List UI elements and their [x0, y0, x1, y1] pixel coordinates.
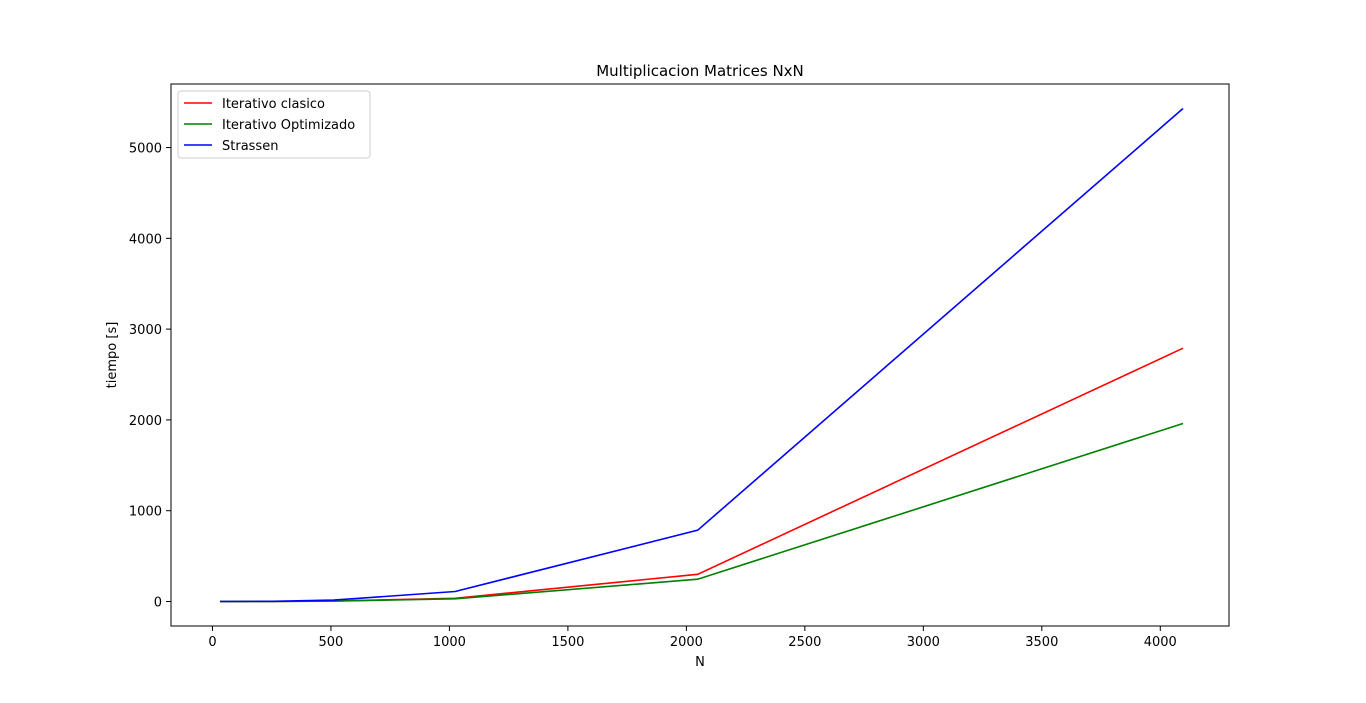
y-tick-label: 5000 [129, 142, 162, 157]
y-tick-label: 4000 [129, 232, 162, 247]
x-tick-label: 500 [319, 635, 344, 650]
y-tick-label: 3000 [129, 323, 162, 338]
series-lines [219, 107, 1184, 603]
legend: Iterativo clasico Iterativo Optimizado Str… [177, 90, 371, 159]
chart-title: Multiplicacion Matrices NxN [596, 62, 804, 80]
x-tick-label: 3500 [1025, 635, 1058, 650]
x-tick-label: 0 [208, 635, 216, 650]
series-line-iterativo-clasico [219, 347, 1184, 603]
y-tick-label: 1000 [129, 505, 162, 520]
legend-label: Iterativo clasico [222, 97, 325, 112]
x-axis-label: N [695, 655, 705, 670]
legend-box [177, 90, 371, 159]
x-tick-label: 2500 [788, 635, 821, 650]
legend-label: Iterativo Optimizado [222, 118, 355, 133]
x-tick-label: 1500 [551, 635, 584, 650]
series-line-iterativo-optimizado [219, 422, 1184, 603]
plot-frame [170, 83, 1230, 627]
x-tick-label: 1000 [433, 635, 466, 650]
y-tick-label: 0 [154, 595, 162, 610]
legend-label: Strassen [222, 139, 278, 154]
x-axis: 0 500 1000 1500 2000 2500 3000 3500 4000 [208, 626, 1177, 650]
series-line-strassen [219, 107, 1184, 603]
y-axis: 0 1000 2000 3000 4000 5000 [129, 142, 171, 610]
x-tick-label: 3000 [907, 635, 940, 650]
y-axis-label: tiempo [s] [105, 322, 120, 389]
y-tick-label: 2000 [129, 414, 162, 429]
x-tick-label: 4000 [1144, 635, 1177, 650]
x-tick-label: 2000 [670, 635, 703, 650]
